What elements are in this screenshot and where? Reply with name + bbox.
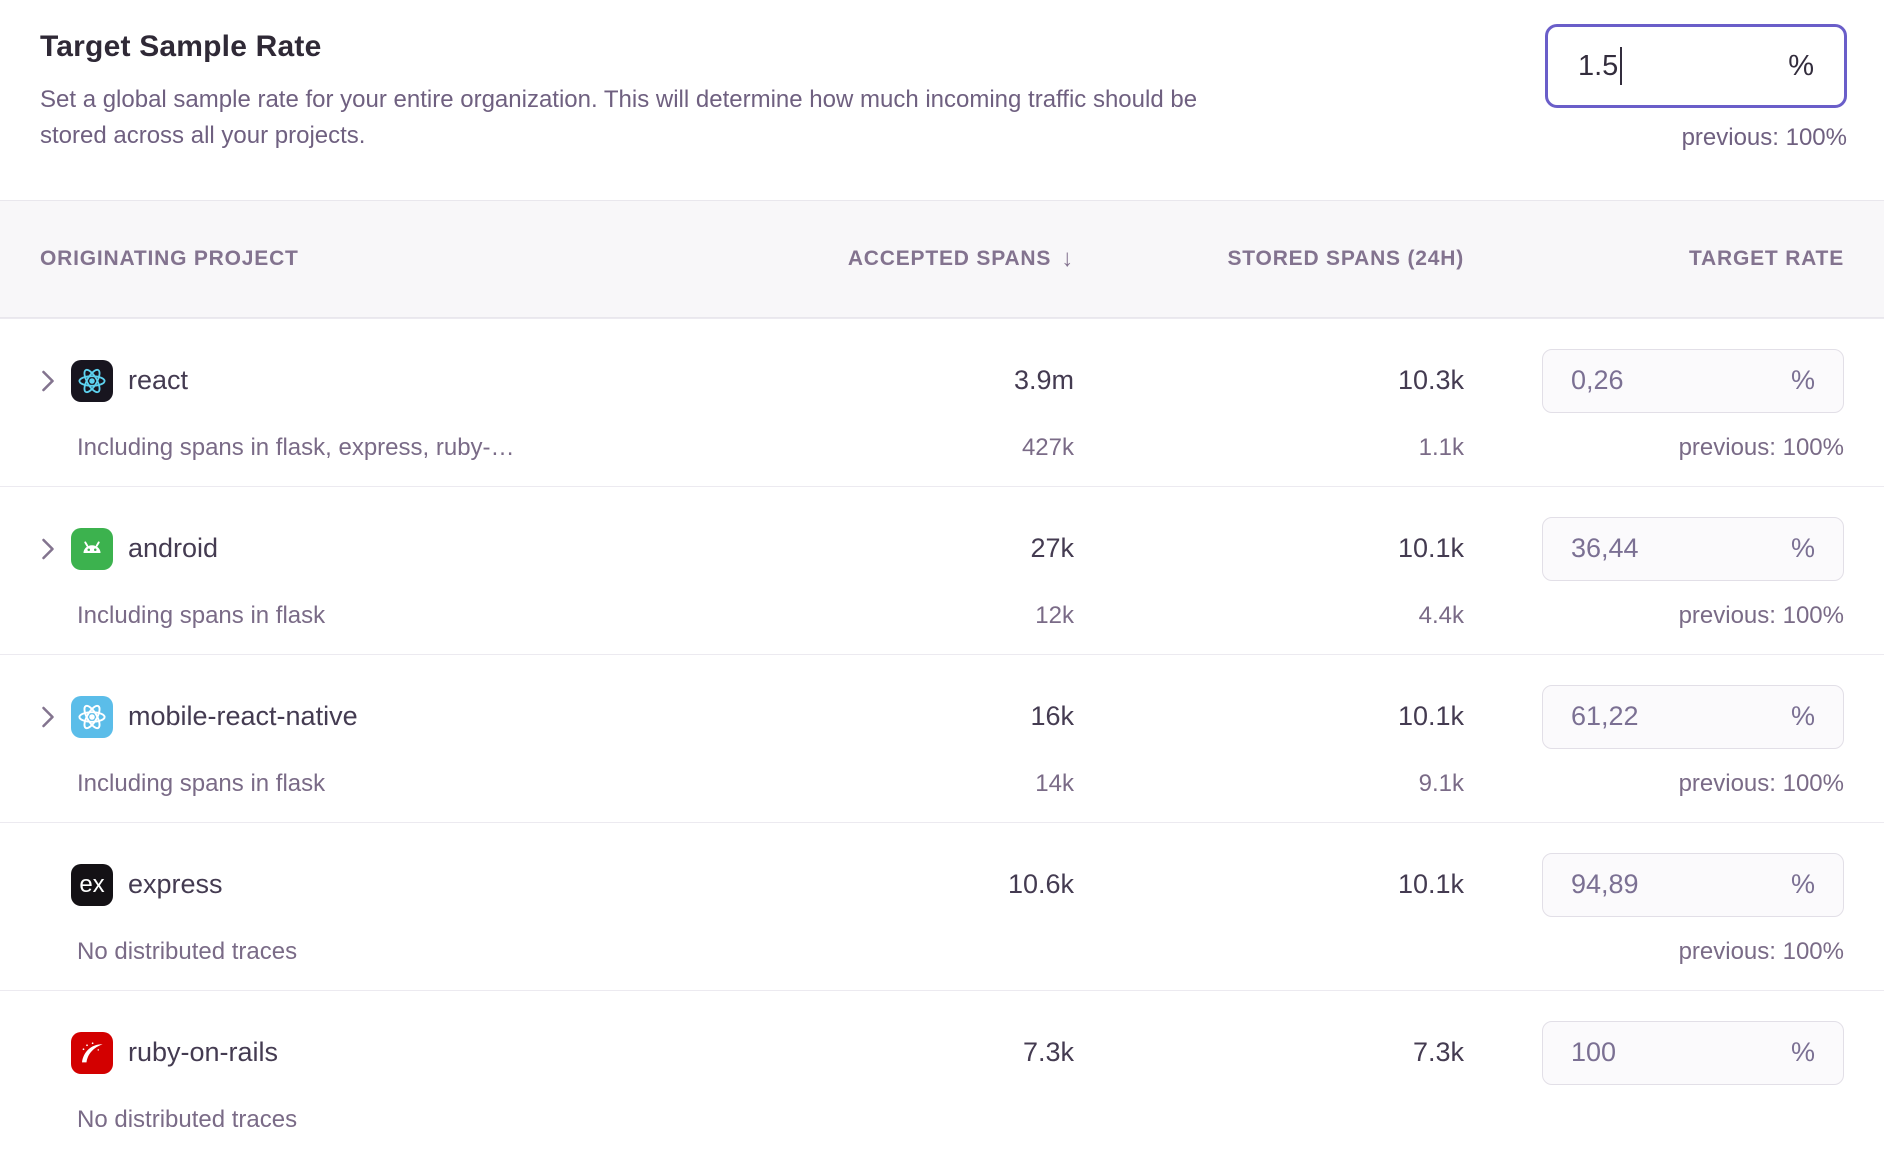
project-cell: react: [40, 359, 834, 402]
percent-suffix: %: [1790, 533, 1815, 564]
distributed-traces-note: No distributed traces: [77, 938, 298, 966]
project-row: ex express 10.6k 10.1k 94,89 % No distri…: [0, 822, 1884, 990]
previous-rate: previous: 100%: [1678, 770, 1844, 798]
stored-spans-value: 10.1k: [1397, 869, 1464, 900]
stored-spans-value: 7.3k: [1412, 1037, 1464, 1068]
percent-suffix: %: [1790, 1037, 1815, 1068]
distributed-traces-note: Including spans in flask, express, ruby-…: [77, 434, 515, 462]
project-cell: mobile-react-native: [40, 695, 834, 738]
target-rate-value: 0,26: [1571, 365, 1624, 396]
percent-suffix: %: [1790, 869, 1815, 900]
project-name: ruby-on-rails: [128, 1037, 279, 1068]
stored-spans-value: 10.1k: [1397, 701, 1464, 732]
global-sample-rate-input[interactable]: 1.5 %: [1545, 24, 1847, 108]
column-header-accepted-spans[interactable]: Accepted Spans ↓: [847, 245, 1074, 272]
distributed-traces-note: Including spans in flask: [77, 770, 326, 798]
previous-rate: previous: 100%: [1678, 602, 1844, 630]
sub-accepted-spans-value: 14k: [1035, 770, 1074, 798]
previous-rate: previous: 100%: [1678, 938, 1844, 966]
target-rate-input[interactable]: 36,44 %: [1542, 516, 1844, 581]
target-rate-value: 36,44: [1571, 533, 1639, 564]
accepted-spans-value: 7.3k: [1022, 1037, 1074, 1068]
target-rate-input[interactable]: 100 %: [1542, 1020, 1844, 1085]
target-rate-value: 94,89: [1571, 869, 1639, 900]
project-row: react 3.9m 10.3k 0,26 % Including spans …: [0, 318, 1884, 486]
sub-stored-spans-value: 9.1k: [1418, 770, 1464, 798]
project-cell: ruby-on-rails: [40, 1031, 834, 1074]
project-row: ruby-on-rails 7.3k 7.3k 100 % No distrib…: [0, 990, 1884, 1158]
rails-icon: [71, 1031, 113, 1074]
global-previous-rate: previous: 100%: [1681, 124, 1847, 151]
target-rate-input[interactable]: 61,22 %: [1542, 684, 1844, 749]
column-header-stored-spans: Stored Spans (24h): [1227, 247, 1464, 270]
accepted-spans-value: 10.6k: [1007, 869, 1074, 900]
chevron-right-icon[interactable]: [40, 536, 56, 562]
percent-suffix: %: [1790, 365, 1815, 396]
previous-rate: previous: 100%: [1678, 434, 1844, 462]
target-rate-input[interactable]: 0,26 %: [1542, 348, 1844, 413]
accepted-spans-value: 27k: [1030, 533, 1074, 564]
project-name: react: [128, 365, 189, 396]
sub-stored-spans-value: 1.1k: [1418, 434, 1464, 462]
target-rate-value: 100: [1571, 1037, 1617, 1068]
chevron-right-icon[interactable]: [40, 704, 56, 730]
target-sample-rate-header: Target Sample Rate Set a global sample r…: [0, 0, 1884, 200]
table-header: Originating Project Accepted Spans ↓ Sto…: [0, 200, 1884, 318]
sub-accepted-spans-value: 12k: [1035, 602, 1074, 630]
text-cursor: [1620, 47, 1623, 85]
target-rate-value: 61,22: [1571, 701, 1639, 732]
chevron-right-icon[interactable]: [40, 368, 56, 394]
project-cell: android: [40, 527, 834, 570]
stored-spans-value: 10.3k: [1397, 365, 1464, 396]
global-sample-rate-value: 1.5: [1578, 49, 1619, 82]
distributed-traces-note: Including spans in flask: [77, 602, 326, 630]
project-cell: ex express: [40, 863, 834, 906]
column-header-target-rate: Target Rate: [1688, 247, 1844, 270]
distributed-traces-note: No distributed traces: [77, 1106, 298, 1134]
percent-suffix: %: [1790, 701, 1815, 732]
express-icon: ex: [71, 863, 113, 906]
accepted-spans-value: 3.9m: [1013, 365, 1074, 396]
android-icon: [71, 527, 113, 570]
react-icon: [71, 359, 113, 402]
page-description: Set a global sample rate for your entire…: [40, 86, 1198, 149]
column-header-originating-project: Originating Project: [40, 247, 299, 270]
sub-stored-spans-value: 4.4k: [1418, 602, 1464, 630]
accepted-spans-value: 16k: [1030, 701, 1074, 732]
page-title: Target Sample Rate: [40, 30, 322, 63]
project-name: express: [128, 869, 223, 900]
project-row: android 27k 10.1k 36,44 % Including span…: [0, 486, 1884, 654]
percent-suffix: %: [1788, 49, 1814, 82]
project-row: mobile-react-native 16k 10.1k 61,22 % In…: [0, 654, 1884, 822]
target-rate-input[interactable]: 94,89 %: [1542, 852, 1844, 917]
stored-spans-value: 10.1k: [1397, 533, 1464, 564]
project-name: mobile-react-native: [128, 701, 358, 732]
sub-accepted-spans-value: 427k: [1021, 434, 1074, 462]
sort-descending-icon: ↓: [1061, 245, 1074, 272]
project-name: android: [128, 533, 219, 564]
react-native-icon: [71, 695, 113, 738]
